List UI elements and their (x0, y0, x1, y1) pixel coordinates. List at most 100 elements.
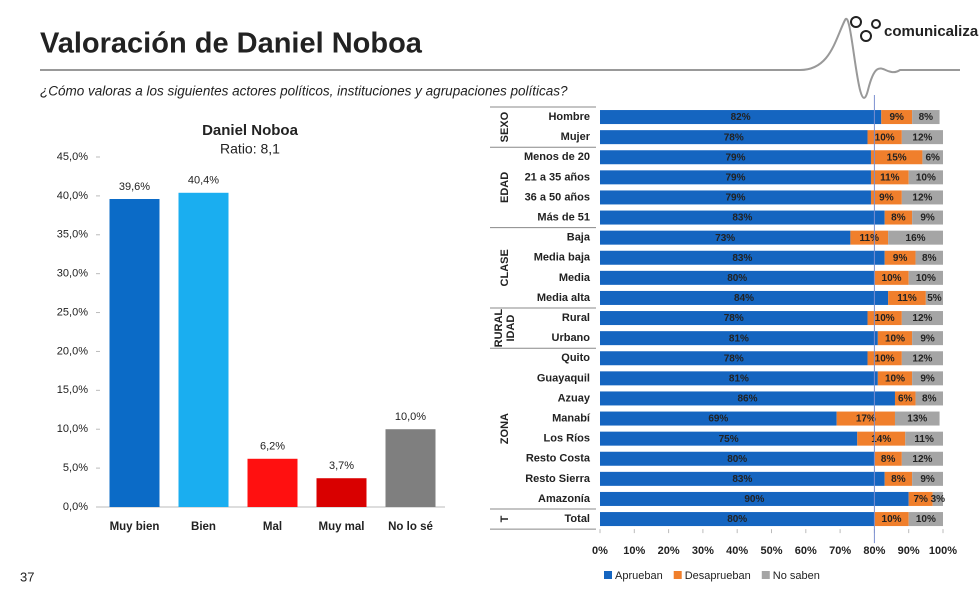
logo-text: comunicaliza (884, 23, 979, 40)
value-label: 79% (725, 193, 745, 204)
y-tick-label: 30,0% (57, 268, 88, 280)
bar-segment (901, 311, 943, 326)
value-label: 8% (922, 253, 937, 264)
category-label: Media baja (534, 252, 591, 264)
bar-segment (912, 471, 943, 486)
value-label: 10% (916, 172, 936, 183)
value-label: 10,0% (395, 411, 426, 423)
bar-segment (600, 351, 868, 366)
value-label: 10% (875, 132, 895, 143)
value-label: 10% (875, 353, 895, 364)
x-tick-label: 10% (623, 545, 645, 557)
value-label: 10% (875, 313, 895, 324)
category-label: Rural (562, 312, 590, 324)
bar (385, 429, 436, 507)
value-label: 79% (725, 152, 745, 163)
legend-swatch (673, 571, 682, 579)
value-label: 14% (871, 434, 891, 445)
legend-label: Aprueban (615, 570, 663, 582)
page-number: 37 (20, 569, 34, 584)
bar-segment (836, 411, 895, 426)
value-label: 12% (912, 132, 932, 143)
value-label: 78% (724, 132, 744, 143)
category-label: Media alta (537, 292, 591, 304)
category-label: 36 a 50 años (525, 191, 590, 203)
value-label: 40,4% (188, 175, 219, 187)
bar-segment (912, 331, 943, 346)
x-tick-label: 50% (760, 545, 782, 557)
slide-title: Valoración de Daniel Noboa (40, 28, 423, 60)
value-label: 10% (885, 373, 905, 384)
value-label: 13% (907, 414, 927, 425)
value-label: 9% (889, 112, 904, 123)
y-tick-label: 10,0% (57, 423, 88, 435)
legend-swatch (761, 571, 770, 579)
value-label: 8% (919, 112, 934, 123)
value-label: 84% (734, 293, 754, 304)
x-tick-label: 0% (592, 545, 608, 557)
value-label: 6,2% (260, 441, 285, 453)
bar-segment (867, 130, 902, 145)
bar-segment (600, 331, 878, 346)
value-label: 9% (920, 474, 935, 485)
bar-segment (600, 512, 875, 527)
bar (316, 478, 367, 507)
bar-segment (600, 371, 878, 386)
bar-segment (908, 491, 933, 506)
value-label: 16% (906, 233, 926, 244)
bar-segment (600, 411, 837, 426)
bar-segment (600, 230, 851, 245)
bar (247, 458, 298, 507)
category-label: Manabí (552, 412, 591, 424)
value-label: 73% (715, 233, 735, 244)
category-label: Total (565, 513, 590, 525)
group-label: RURALIDAD (493, 309, 517, 348)
bar-segment (600, 431, 858, 446)
bar-segment (874, 512, 909, 527)
logo: comunicaliza (850, 16, 979, 42)
category-label: Hombre (548, 111, 590, 123)
y-tick-label: 25,0% (57, 306, 88, 318)
bar-segment (901, 351, 943, 366)
value-label: 17% (856, 414, 876, 425)
bar-segment (884, 210, 913, 225)
slide-subtitle: ¿Cómo valoras a los siguientes actores p… (40, 84, 568, 99)
bar-segment (870, 150, 923, 165)
category-label: Menos de 20 (524, 151, 590, 163)
value-label: 12% (912, 193, 932, 204)
group-label: T (499, 515, 511, 522)
value-label: 12% (912, 313, 932, 324)
x-tick-label: 90% (898, 545, 920, 557)
bar-segment (600, 210, 885, 225)
value-label: 83% (732, 253, 752, 264)
value-label: 11% (914, 434, 934, 445)
value-label: 10% (882, 273, 902, 284)
y-tick-label: 45,0% (57, 151, 88, 163)
value-label: 9% (920, 333, 935, 344)
group-label: CLASE (499, 249, 511, 286)
value-label: 12% (912, 454, 932, 465)
bar-segment (884, 471, 913, 486)
bar-segment (600, 471, 885, 486)
bar-segment (915, 250, 943, 265)
bar-segment (870, 170, 909, 185)
bar-segment (908, 512, 943, 527)
bar-segment (901, 451, 943, 466)
value-label: 8% (922, 394, 937, 405)
value-label: 69% (708, 414, 728, 425)
x-tick-label: Mal (263, 521, 282, 533)
bar-segment (932, 491, 943, 506)
chart-title: Daniel Noboa (202, 122, 299, 139)
value-label: 15% (887, 152, 907, 163)
bar-segment (912, 110, 940, 125)
category-label: Resto Costa (526, 453, 591, 465)
value-label: 3,7% (329, 460, 354, 472)
legend-swatch (604, 571, 612, 579)
bar-segment (600, 110, 882, 125)
bar-segment (600, 311, 868, 326)
legend-label: No saben (773, 570, 820, 582)
value-label: 81% (729, 333, 749, 344)
value-label: 79% (725, 172, 745, 183)
x-tick-label: Bien (191, 521, 216, 533)
category-label: Azuay (558, 392, 591, 404)
